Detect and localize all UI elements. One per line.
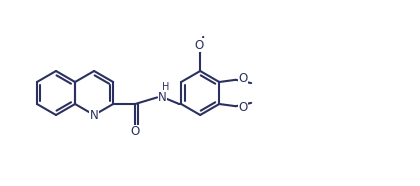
Text: O: O (131, 125, 140, 138)
Text: O: O (194, 39, 204, 52)
Text: O: O (238, 101, 247, 114)
Text: H: H (162, 82, 170, 92)
Text: N: N (90, 108, 98, 121)
Text: N: N (158, 91, 167, 104)
Text: O: O (238, 72, 247, 85)
